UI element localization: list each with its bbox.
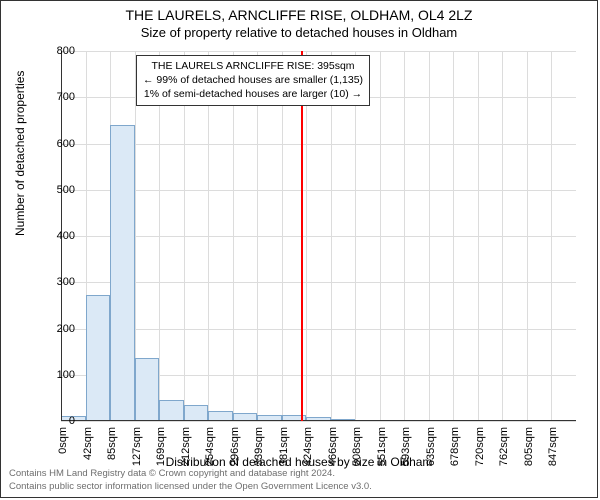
xtick-label: 381sqm <box>278 427 290 466</box>
ytick-label: 200 <box>35 323 75 335</box>
ytick-label: 700 <box>35 91 75 103</box>
gridline-v <box>551 51 552 421</box>
bar <box>110 125 135 421</box>
chart-title: THE LAURELS, ARNCLIFFE RISE, OLDHAM, OL4… <box>1 7 597 23</box>
footer-line2: Contains public sector information licen… <box>9 481 372 493</box>
gridline-v <box>159 51 160 421</box>
gridline-v <box>478 51 479 421</box>
gridline-h <box>61 144 576 145</box>
ytick-label: 600 <box>35 138 75 150</box>
xtick-label: 847sqm <box>547 427 559 466</box>
annotation-line1: THE LAURELS ARNCLIFFE RISE: 395sqm <box>143 59 363 73</box>
gridline-v <box>257 51 258 421</box>
gridline-h <box>61 421 576 422</box>
gridline-h <box>61 282 576 283</box>
ytick-label: 300 <box>35 276 75 288</box>
gridline-h <box>61 329 576 330</box>
xtick-label: 0sqm <box>57 427 69 454</box>
gridline-v <box>184 51 185 421</box>
xtick-label: 593sqm <box>400 427 412 466</box>
xtick-label: 296sqm <box>229 427 241 466</box>
xtick-label: 720sqm <box>474 427 486 466</box>
xtick-label: 678sqm <box>449 427 461 466</box>
gridline-v <box>502 51 503 421</box>
chart-subtitle: Size of property relative to detached ho… <box>1 25 597 40</box>
gridline-v <box>380 51 381 421</box>
gridline-v <box>208 51 209 421</box>
gridline-h <box>61 190 576 191</box>
bar <box>184 405 209 421</box>
xtick-label: 42sqm <box>82 427 94 460</box>
xtick-label: 635sqm <box>425 427 437 466</box>
gridline-v <box>306 51 307 421</box>
gridline-v <box>429 51 430 421</box>
marker-line <box>301 51 303 421</box>
xtick-label: 127sqm <box>131 427 143 466</box>
bar <box>159 400 184 421</box>
ytick-label: 0 <box>35 415 75 427</box>
bar <box>135 358 160 421</box>
gridline-v <box>404 51 405 421</box>
annotation-line3: 1% of semi-detached houses are larger (1… <box>143 87 363 101</box>
gridline-v <box>453 51 454 421</box>
ytick-label: 100 <box>35 369 75 381</box>
chart-area <box>61 51 576 421</box>
gridline-v <box>233 51 234 421</box>
x-axis <box>61 420 576 421</box>
ytick-label: 500 <box>35 184 75 196</box>
y-axis-label: Number of detached properties <box>13 71 27 236</box>
xtick-label: 508sqm <box>351 427 363 466</box>
gridline-v <box>282 51 283 421</box>
annotation-line2: ← 99% of detached houses are smaller (1,… <box>143 73 363 87</box>
xtick-label: 762sqm <box>498 427 510 466</box>
xtick-label: 466sqm <box>327 427 339 466</box>
footer-attribution: Contains HM Land Registry data © Crown c… <box>9 468 372 493</box>
plot-area <box>61 51 576 421</box>
xtick-label: 551sqm <box>376 427 388 466</box>
annotation-box: THE LAURELS ARNCLIFFE RISE: 395sqm← 99% … <box>136 55 370 106</box>
xtick-label: 212sqm <box>180 427 192 466</box>
gridline-h <box>61 51 576 52</box>
xtick-label: 339sqm <box>253 427 265 466</box>
footer-line1: Contains HM Land Registry data © Crown c… <box>9 468 372 480</box>
bar <box>86 295 111 421</box>
xtick-label: 805sqm <box>523 427 535 466</box>
gridline-v <box>331 51 332 421</box>
gridline-v <box>527 51 528 421</box>
xtick-label: 254sqm <box>204 427 216 466</box>
xtick-label: 424sqm <box>302 427 314 466</box>
gridline-h <box>61 236 576 237</box>
xtick-label: 85sqm <box>106 427 118 460</box>
ytick-label: 800 <box>35 45 75 57</box>
ytick-label: 400 <box>35 230 75 242</box>
xtick-label: 169sqm <box>155 427 167 466</box>
gridline-v <box>355 51 356 421</box>
